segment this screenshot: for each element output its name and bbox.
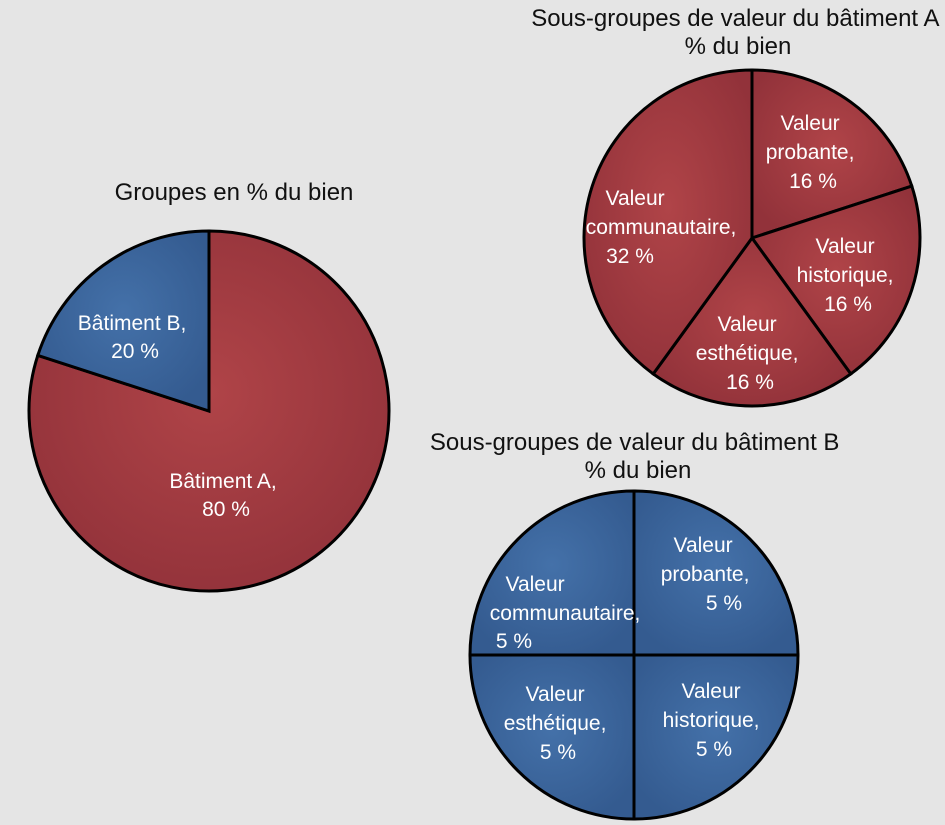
pie-slice-batiment-b (35, 229, 211, 414)
slice-label-batiment-b: Bâtiment B, 20 % (78, 312, 192, 363)
chart-title: Sous-groupes de valeur du bâtiment B % d… (430, 429, 846, 484)
slice-label-valeur-communautaire: Valeur communautaire, 5 % (490, 573, 646, 653)
slice-label-valeur-esthetique: Valeur esthétique, 16 % (696, 313, 805, 394)
pie-slice-batiment-a (27, 229, 391, 593)
pie-labels: Valeur probante, 16 % Valeur historique,… (586, 112, 900, 394)
pie-labels: Bâtiment A, 80 % Bâtiment B, 20 % (78, 312, 282, 521)
pie-slice-valeur-historique (632, 653, 800, 821)
pie-slice-valeur-probante (750, 68, 914, 241)
slice-label-valeur-probante: Valeur probante, 16 % (766, 112, 861, 193)
pie-slice-valeur-probante (632, 489, 800, 657)
pie-slice-valeur-communautaire (582, 68, 754, 377)
slice-label-valeur-communautaire: Valeur communautaire, 32 % (586, 187, 742, 268)
pie-labels: Valeur probante, 5 % Valeur historique, … (490, 534, 766, 764)
slice-label-valeur-historique: Valeur historique, 16 % (797, 235, 900, 316)
pie-slices (582, 68, 922, 408)
pie-chart-sous-groupes-b: Sous-groupes de valeur du bâtiment B % d… (430, 429, 846, 821)
pie-slices (27, 229, 391, 593)
pie-chart-sous-groupes-a: Sous-groupes de valeur du bâtiment A % d… (531, 5, 945, 408)
pie-slices (468, 489, 800, 821)
slice-label-valeur-esthetique: Valeur esthétique, 5 % (504, 683, 613, 764)
pie-slice-valeur-esthetique (468, 653, 636, 821)
chart-title: Groupes en % du bien (115, 179, 354, 206)
slice-label-valeur-probante: Valeur probante, 5 % (661, 534, 756, 615)
slice-label-valeur-historique: Valeur historique, 5 % (663, 680, 766, 761)
pie-slice-valeur-historique (749, 184, 922, 377)
pie-slice-valeur-esthetique (651, 235, 853, 408)
pie-chart-groupes: Groupes en % du bien Bâtiment A, 80 % Bâ… (27, 179, 391, 593)
chart-title: Sous-groupes de valeur du bâtiment A % d… (531, 5, 945, 60)
slice-label-batiment-a: Bâtiment A, 80 % (169, 470, 282, 521)
pie-slice-valeur-communautaire (468, 489, 636, 657)
